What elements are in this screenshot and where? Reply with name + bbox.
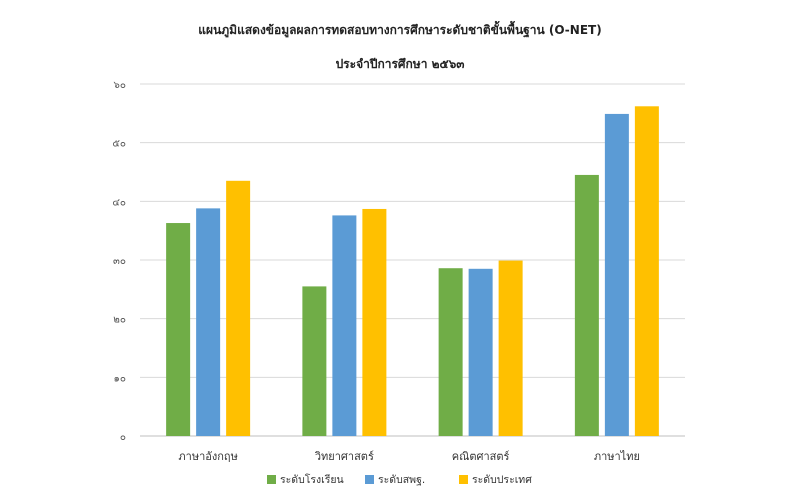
y-tick-label: ๑๐ xyxy=(114,373,126,384)
legend-label: ระดับโรงเรียน xyxy=(280,473,344,486)
y-tick-label: ๓๐ xyxy=(113,256,126,267)
legend-label: ระดับสพฐ. xyxy=(378,474,425,486)
bar xyxy=(438,268,463,436)
y-tick-label: ๐ xyxy=(120,432,126,443)
bar xyxy=(634,106,659,436)
bar xyxy=(574,174,599,436)
bar xyxy=(498,260,523,436)
y-tick-label: ๔๐ xyxy=(112,197,126,208)
bar xyxy=(468,268,493,436)
x-category-label: วิทยาศาสตร์ xyxy=(314,450,374,463)
bar xyxy=(362,208,387,436)
bar xyxy=(604,113,629,437)
y-tick-label: ๒๐ xyxy=(113,315,126,326)
bar xyxy=(166,223,191,436)
chart-title: แผนภูมิแสดงข้อมูลผลการทดสอบทางการศึกษาระ… xyxy=(198,20,601,38)
chart-subtitle: ประจำปีการศึกษา ๒๕๖๓ xyxy=(336,57,465,71)
x-category-label: ภาษาอังกฤษ xyxy=(178,450,237,463)
x-axis-categories: ภาษาอังกฤษ วิทยาศาสตร์ คณิตศาสตร์ ภาษาไทย xyxy=(178,450,640,463)
bar xyxy=(332,215,357,436)
bars xyxy=(166,106,659,437)
y-axis-ticks: ๐ ๑๐ ๒๐ ๓๐ ๔๐ ๕๐ ๖๐ xyxy=(112,80,126,443)
legend: ระดับโรงเรียน ระดับสพฐ. ระดับประเทศ xyxy=(267,473,532,486)
legend-swatch xyxy=(365,475,374,484)
bar xyxy=(196,208,221,436)
legend-swatch xyxy=(459,475,468,484)
gridlines xyxy=(140,83,685,437)
bar xyxy=(302,286,327,436)
legend-label: ระดับประเทศ xyxy=(472,474,532,486)
x-category-label: ภาษาไทย xyxy=(594,450,640,463)
x-category-label: คณิตศาสตร์ xyxy=(452,450,510,463)
legend-swatch xyxy=(267,475,276,484)
y-tick-label: ๖๐ xyxy=(114,80,126,91)
y-tick-label: ๕๐ xyxy=(112,139,126,150)
bar xyxy=(226,180,251,436)
